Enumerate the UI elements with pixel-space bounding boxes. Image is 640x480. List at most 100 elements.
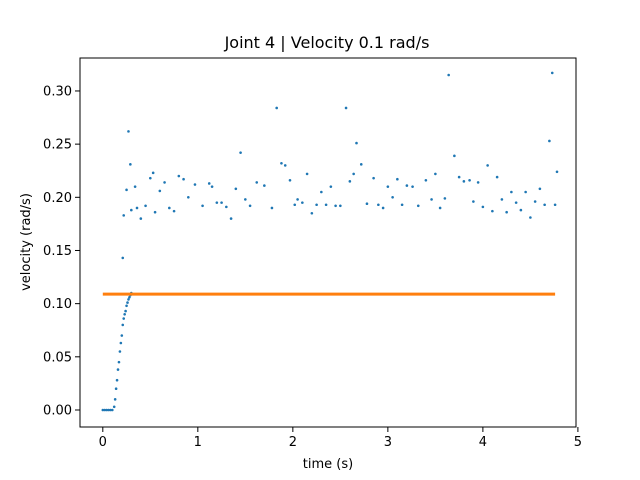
data-point [543,203,546,207]
data-point [550,71,554,75]
data-point [538,187,542,191]
data-point [320,190,323,194]
data-point [529,216,532,219]
data-point [117,360,121,364]
data-point [126,301,129,304]
data-point [430,198,433,201]
data-point [113,398,117,401]
data-point [151,171,155,175]
data-point [270,206,274,210]
y-tick-label: 0.20 [43,191,72,206]
data-point [101,408,105,412]
data-point [193,183,197,186]
data-point [315,203,318,207]
x-tick-label: 0 [99,435,107,450]
data-point [280,161,283,165]
data-point [329,185,333,188]
x-tick-label: 2 [289,435,297,450]
data-point [225,205,228,209]
data-point [519,208,523,212]
data-point [476,181,480,184]
chart-title: Joint 4 | Velocity 0.1 rad/s [224,33,430,52]
data-point [128,295,131,299]
y-axis-ticks: 0.00 0.05 0.10 0.15 0.20 0.25 0.30 [43,84,80,418]
data-point [112,405,116,409]
data-point [500,198,504,201]
data-point [434,172,437,176]
data-point [381,206,385,210]
y-tick-label: 0.00 [43,403,72,418]
data-point [305,172,309,176]
data-point [348,180,352,183]
data-point [533,200,537,203]
data-point [187,196,190,199]
y-tick-label: 0.10 [43,297,72,312]
data-point [377,203,380,207]
data-point [177,174,181,178]
data-point [424,178,428,182]
y-tick-label: 0.05 [43,350,72,365]
data-point [234,187,238,191]
data-point [133,185,137,188]
data-point [109,408,112,412]
data-point [118,350,122,353]
data-point [107,408,110,412]
x-tick-label: 1 [194,435,202,450]
data-point [255,181,259,184]
data-point [210,185,214,188]
data-point [352,172,355,176]
data-point [400,203,404,207]
data-point [105,408,108,412]
data-point [229,217,233,220]
x-tick-label: 5 [574,435,582,450]
data-point [555,170,559,174]
data-point [127,298,130,301]
data-point [163,181,166,184]
x-axis-label: time (s) [303,457,353,472]
data-point [447,73,450,77]
data-point [324,203,328,207]
data-point [263,184,266,187]
data-point [121,256,125,260]
data-point [288,178,292,182]
data-point [548,139,551,143]
data-point [524,190,527,194]
data-point [462,180,466,183]
data-point [153,210,157,214]
data-point [144,204,147,208]
data-point [207,182,211,185]
data-point [125,188,128,192]
data-point [127,130,130,133]
data-point [114,387,118,391]
data-point [472,200,475,203]
data-point [121,323,125,327]
data-point [115,378,119,382]
y-tick-label: 0.15 [43,244,72,259]
data-point [103,408,106,412]
data-point [453,154,456,158]
data-point [215,201,219,204]
data-point [396,177,399,181]
data-point [514,201,518,204]
data-point [416,204,420,208]
data-point [122,317,126,320]
data-point [248,204,252,208]
data-point [495,175,499,179]
data-point [491,209,494,213]
data-point [139,217,143,220]
data-point [220,201,223,204]
data-point [334,204,337,208]
data-point [149,176,152,180]
data-point [119,341,123,345]
data-point [438,206,442,210]
data-point [386,185,390,188]
measured-velocity-series [101,71,559,412]
data-point [120,334,124,337]
data-point [172,209,176,213]
y-tick-label: 0.30 [43,84,72,99]
data-point [505,210,508,214]
data-point [182,177,185,181]
data-point [158,189,162,193]
